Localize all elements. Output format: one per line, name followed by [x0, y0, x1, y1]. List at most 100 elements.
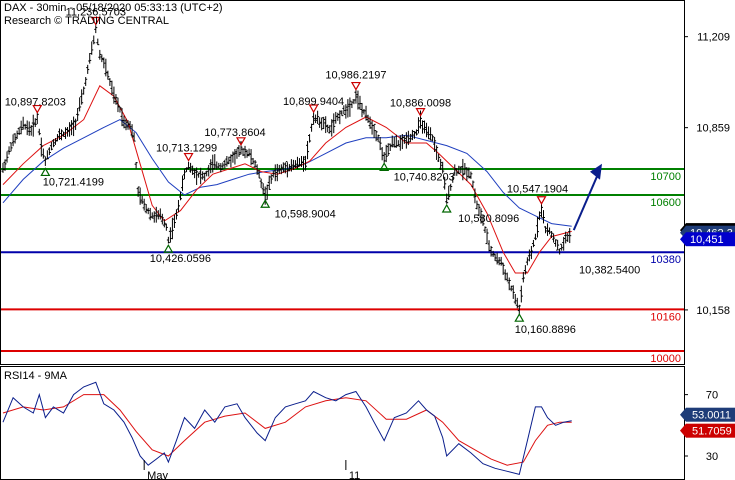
price-bar — [503, 269, 507, 281]
price-bar — [118, 106, 122, 113]
price-bar — [521, 271, 525, 283]
price-bar — [39, 137, 43, 157]
price-bar — [550, 230, 554, 238]
price-bar — [398, 135, 402, 151]
price-bar — [362, 109, 366, 115]
price-bar — [243, 145, 247, 159]
price-bar — [376, 134, 380, 142]
price-bar — [437, 153, 441, 162]
price-bar — [306, 140, 310, 160]
price-bar — [241, 148, 245, 156]
price-bar — [421, 120, 425, 134]
price-bar — [285, 161, 289, 178]
price-bar — [86, 64, 90, 74]
price-bar — [414, 129, 418, 136]
price-bar — [269, 174, 273, 184]
rsi-panel-frame — [0, 366, 685, 480]
level-label-10380: 10380 — [650, 254, 681, 266]
price-bar — [154, 206, 158, 223]
price-bar — [560, 243, 564, 251]
chart-header-line2: Research © TRADING CENTRAL — [4, 15, 169, 27]
price-bar — [356, 90, 360, 110]
price-bar — [475, 200, 479, 210]
price-bar — [392, 136, 396, 148]
price-bar — [9, 142, 13, 152]
price-bar — [390, 135, 394, 148]
price-bar — [132, 132, 136, 142]
price-bar — [501, 262, 505, 275]
current-price-tag-pointer — [680, 232, 686, 247]
swing-high-label: 10,986.2197 — [325, 70, 386, 82]
rsi-current-tag — [686, 407, 735, 422]
price-bar — [429, 127, 433, 141]
price-bar — [433, 136, 437, 153]
price-bar — [92, 35, 96, 45]
price-bar — [116, 97, 120, 113]
price-bar — [146, 207, 150, 215]
price-bar — [110, 80, 114, 96]
price-bar — [332, 113, 336, 134]
price-bar — [23, 123, 27, 130]
price-bar — [396, 140, 400, 147]
price-bar — [507, 277, 511, 291]
price-bar — [314, 114, 318, 124]
price-bar — [207, 164, 211, 177]
price-bar — [160, 213, 164, 225]
price-bar — [342, 105, 346, 115]
price-bar — [195, 167, 199, 185]
swing-markers: 10,897.8203 11,236.5703 10,713.1299 10,773.… — [5, 6, 641, 336]
price-bar — [513, 293, 517, 305]
time-axis-label: 11 — [349, 470, 360, 480]
swing-low-label: 10,721.4199 — [43, 176, 104, 188]
price-bar — [120, 108, 124, 127]
price-bar — [499, 256, 503, 266]
swing-high-label: 10,547.1904 — [507, 184, 568, 196]
price-bar — [449, 183, 453, 191]
price-bar — [423, 120, 427, 134]
price-bar — [447, 185, 451, 201]
price-bar — [544, 226, 548, 234]
price-bar — [70, 120, 74, 136]
price-bar — [164, 223, 168, 231]
level-label-10700: 10700 — [650, 171, 681, 183]
swing-low-marker — [514, 312, 525, 322]
price-bar — [431, 134, 435, 142]
price-bar — [310, 123, 314, 132]
price-bar — [237, 145, 241, 157]
price-bar — [293, 160, 297, 168]
price-bar — [552, 233, 556, 243]
price-bar — [527, 249, 531, 262]
level-label-10600: 10600 — [650, 197, 681, 209]
price-bar — [406, 130, 410, 146]
swing-high-label: 10,886.0098 — [390, 98, 451, 110]
price-bar — [213, 154, 217, 170]
rsi-current-tag-label: 51.7059 — [692, 426, 732, 438]
price-bar — [350, 101, 354, 109]
price-bar — [568, 228, 572, 244]
swing-low-label: 10,580.8096 — [458, 213, 519, 225]
projection-arrow-head — [590, 163, 602, 180]
price-bar — [546, 223, 550, 236]
price-bar — [374, 130, 378, 142]
price-bar — [439, 158, 443, 170]
price-bar — [150, 212, 154, 219]
price-bar — [539, 204, 543, 218]
swing-high-marker — [235, 137, 247, 147]
price-bar — [348, 97, 352, 117]
price-bar — [189, 162, 193, 173]
price-bar — [537, 211, 541, 221]
price-bar — [443, 176, 447, 190]
price-bar — [410, 129, 414, 141]
price-bar — [168, 227, 172, 243]
price-bar — [289, 159, 293, 172]
swing-high-label: 10,897.8203 — [5, 97, 66, 109]
price-bar — [328, 125, 332, 134]
price-bar — [386, 143, 390, 156]
rsi-current-tag-label: 53.0011 — [692, 410, 731, 422]
price-bar — [205, 170, 209, 177]
price-bar — [7, 146, 11, 155]
price-bar — [358, 95, 362, 110]
price-bar — [245, 149, 249, 158]
price-bar — [535, 216, 539, 238]
price-bar — [176, 199, 180, 213]
